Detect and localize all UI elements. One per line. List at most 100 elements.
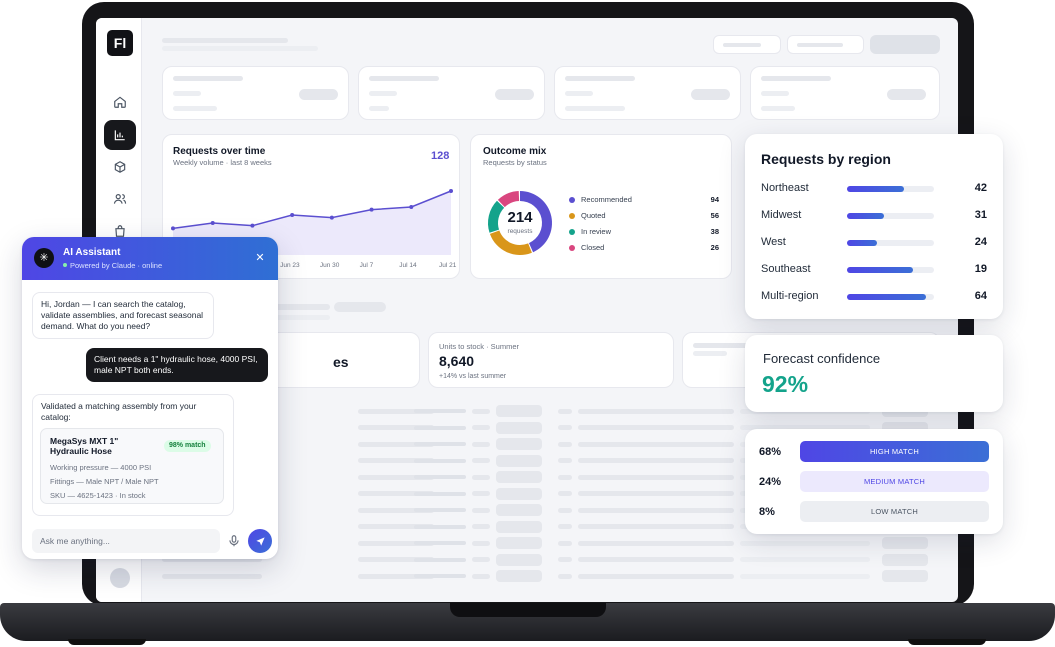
legend-value: 94: [710, 195, 719, 204]
skeleton-cell: [358, 441, 434, 447]
chat-status-text: Powered by Claude · online: [70, 261, 163, 270]
data-point: [329, 215, 334, 220]
skeleton-cell: [558, 491, 572, 496]
users-icon: [113, 194, 127, 204]
donut-chart: [488, 191, 552, 255]
region-value: 64: [974, 290, 987, 302]
sidebar-item-home[interactable]: [104, 87, 136, 117]
legend-value: 38: [710, 227, 719, 236]
skeleton-text: [162, 38, 288, 43]
skeleton-cell: [558, 441, 572, 447]
skeleton-cell: [578, 557, 734, 562]
skeleton-cell: [578, 491, 734, 496]
skeleton-cell: [414, 541, 466, 545]
skeleton-cell: [472, 458, 490, 463]
region-row: Northeast 42: [761, 181, 987, 197]
skeleton-cell: [414, 508, 466, 512]
kpi-card: [162, 66, 349, 120]
skeleton-text: [369, 76, 439, 81]
skeleton-cell: [882, 570, 928, 582]
units-to-stock-card: Units to stock · Summer 8,640 +14% vs la…: [428, 332, 674, 388]
donut-slice-recommended: [520, 191, 552, 253]
skeleton-text: [565, 91, 593, 96]
close-icon[interactable]: ✕: [255, 252, 265, 264]
laptop-foot: [908, 639, 986, 645]
region-value: 31: [974, 209, 987, 221]
skeleton-text: [761, 91, 789, 96]
skeleton-cell: [558, 425, 572, 430]
online-dot: [63, 263, 67, 267]
sparkle-icon: ✳: [34, 248, 54, 268]
legend-dot: [569, 197, 575, 203]
skeleton-cell: [358, 458, 434, 463]
skeleton-cell: [496, 520, 542, 533]
user-avatar[interactable]: [110, 568, 130, 588]
skeleton-text: [369, 106, 389, 111]
skeleton-cell: [472, 425, 490, 430]
chat-status: Powered by Claude · online: [63, 261, 162, 270]
filter-select[interactable]: [787, 35, 864, 54]
match-row: 24% MEDIUM MATCH: [759, 471, 989, 493]
region-row: West 24: [761, 235, 987, 251]
skeleton-text: [162, 46, 318, 51]
region-value: 24: [974, 236, 987, 248]
x-tick-label: Jul 21: [439, 262, 457, 269]
skeleton-cell: [162, 573, 262, 579]
forecast-label: Forecast confidence: [763, 351, 881, 366]
chat-input[interactable]: [32, 529, 220, 553]
product-spec: SKU — 4625-1423 · In stock: [50, 491, 146, 500]
card-title: Outcome mix: [483, 146, 547, 157]
kpi-card: [358, 66, 545, 120]
legend-label: In review: [581, 227, 612, 236]
product-name: MegaSys MXT 1" Hydraulic Hose: [50, 436, 119, 456]
region-value: 19: [974, 263, 987, 275]
skeleton-text: [173, 91, 201, 96]
app-logo[interactable]: Fl: [107, 30, 133, 56]
region-name: Multi-region: [761, 290, 819, 302]
skeleton-cell: [496, 471, 542, 483]
product-card[interactable]: MegaSys MXT 1" Hydraulic Hose 98% match …: [40, 428, 224, 504]
skeleton-cell: [496, 405, 542, 417]
send-button[interactable]: [248, 529, 272, 553]
skeleton-cell: [472, 474, 490, 480]
skeleton-cell: [578, 425, 734, 430]
region-bar-track: [847, 267, 934, 273]
kpi-card: [554, 66, 741, 120]
skeleton-text: [369, 91, 397, 96]
product-spec: Working pressure — 4000 PSI: [50, 463, 152, 472]
skeleton-cell: [558, 557, 572, 562]
match-level-pill: HIGH MATCH: [800, 441, 989, 462]
laptop-foot: [68, 639, 146, 645]
sidebar-item-analytics[interactable]: [104, 120, 136, 150]
region-row: Southeast 19: [761, 262, 987, 278]
action-button[interactable]: [870, 35, 940, 54]
sidebar-item-customers[interactable]: [104, 184, 136, 214]
mic-icon[interactable]: [227, 534, 241, 548]
user-message: Client needs a 1" hydraulic hose, 4000 P…: [86, 348, 268, 382]
region-bar-track: [847, 213, 934, 219]
region-bar-track: [847, 294, 934, 300]
skeleton-cell: [496, 570, 542, 582]
sidebar-item-orders[interactable]: [104, 216, 136, 246]
skeleton-cell: [414, 557, 466, 562]
filter-select[interactable]: [713, 35, 781, 54]
x-tick-label: Jul 7: [359, 262, 374, 269]
skeleton-cell: [496, 487, 542, 500]
match-levels-panel: 68% HIGH MATCH 24% MEDIUM MATCH 8% LOW MATCH: [745, 429, 1003, 534]
sidebar-item-catalog[interactable]: [104, 152, 136, 182]
region-value: 42: [974, 182, 987, 194]
skeleton-text: [173, 76, 243, 81]
data-point: [409, 205, 414, 209]
skeleton-cell: [578, 474, 734, 480]
region-name: Midwest: [761, 209, 802, 221]
skeleton-cell: [358, 474, 434, 480]
skeleton-cell: [740, 540, 870, 546]
skeleton-cell: [882, 537, 928, 549]
forecast-confidence-panel: Forecast confidence 92%: [745, 335, 1003, 412]
skeleton-cell: [358, 557, 434, 562]
skeleton-cell: [496, 553, 542, 566]
send-icon: [255, 536, 265, 546]
region-bar: [847, 240, 878, 246]
box-icon: [114, 161, 126, 173]
skeleton-cell: [496, 454, 542, 467]
